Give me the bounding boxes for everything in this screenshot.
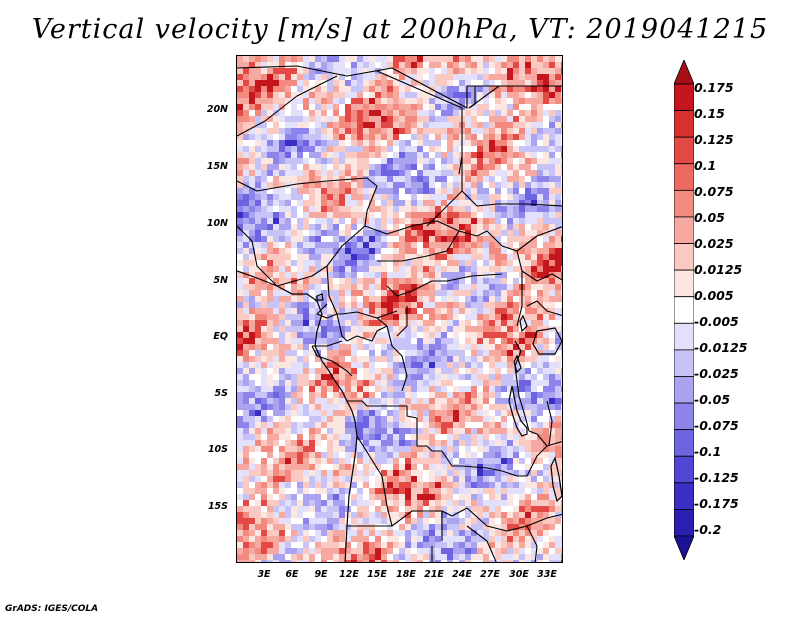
- velocity-field: [237, 56, 562, 562]
- lon-label: 30E: [509, 569, 529, 580]
- colorbar-swatch: [674, 189, 694, 218]
- colorbar-swatch: [674, 163, 694, 191]
- colorbar-swatch: [674, 269, 694, 298]
- colorbar-swatch: [674, 136, 694, 165]
- colorbar-label: -0.175: [694, 496, 739, 511]
- country-borders: [237, 65, 562, 562]
- colorbar-swatch: [674, 402, 694, 431]
- colorbar-label: -0.125: [694, 470, 739, 485]
- lat-label: EQ: [213, 331, 228, 342]
- colorbar-label: 0.005: [694, 288, 734, 303]
- colorbar-swatch: [674, 455, 694, 484]
- colorbar-label: -0.005: [694, 314, 739, 329]
- colorbar-label: 0.025: [694, 236, 734, 251]
- colorbar-label: 0.05: [694, 210, 725, 225]
- colorbar-swatch: [674, 482, 694, 510]
- colorbar-label: -0.025: [694, 366, 739, 381]
- lat-label: 15N: [206, 161, 228, 172]
- colorbar-label: -0.075: [694, 418, 739, 433]
- colorbar: [674, 60, 694, 560]
- colorbar-max-arrow: [674, 60, 694, 85]
- lon-label: 27E: [480, 569, 500, 580]
- colorbar-swatch: [674, 83, 694, 111]
- lat-label: 10S: [207, 444, 228, 455]
- colorbar-label: -0.0125: [694, 340, 748, 355]
- lon-label: 3E: [257, 569, 271, 580]
- lon-label: 21E: [424, 569, 444, 580]
- colorbar-label: 0.075: [694, 184, 734, 199]
- software-credit: GrADS: IGES/COLA: [5, 604, 99, 614]
- colorbar-swatch: [674, 243, 694, 271]
- lat-label: 5S: [214, 388, 228, 399]
- colorbar-swatch: [674, 349, 694, 377]
- lon-label: 24E: [452, 569, 472, 580]
- lon-label: 6E: [285, 569, 299, 580]
- map-panel: [236, 55, 563, 563]
- colorbar-swatch: [674, 376, 694, 404]
- colorbar-swatch: [674, 216, 694, 244]
- colorbar-label: 0.125: [694, 132, 734, 147]
- colorbar-min-arrow: [674, 535, 694, 560]
- map-title: Vertical velocity [m/s] at 200hPa, VT: 2…: [31, 14, 769, 45]
- lat-label: 20N: [206, 104, 228, 115]
- colorbar-swatch: [674, 429, 694, 457]
- colorbar-label: 0.0125: [694, 262, 743, 277]
- lon-label: 12E: [339, 569, 359, 580]
- lon-label: 33E: [537, 569, 557, 580]
- colorbar-label: -0.1: [694, 444, 722, 459]
- colorbar-swatch: [674, 296, 694, 324]
- colorbar-swatch: [674, 110, 694, 138]
- lat-label: 5N: [213, 275, 228, 286]
- colorbar-label: -0.05: [694, 392, 731, 407]
- lon-label: 9E: [314, 569, 328, 580]
- colorbar-swatch: [674, 509, 694, 537]
- colorbar-swatch: [674, 322, 694, 351]
- lon-label: 18E: [396, 569, 416, 580]
- lat-label: 15S: [207, 501, 228, 512]
- colorbar-label: 0.1: [694, 158, 717, 173]
- colorbar-label: 0.15: [694, 106, 725, 121]
- lon-label: 15E: [367, 569, 387, 580]
- colorbar-label: -0.2: [694, 522, 722, 537]
- colorbar-label: 0.175: [694, 80, 734, 95]
- lat-label: 10N: [206, 218, 228, 229]
